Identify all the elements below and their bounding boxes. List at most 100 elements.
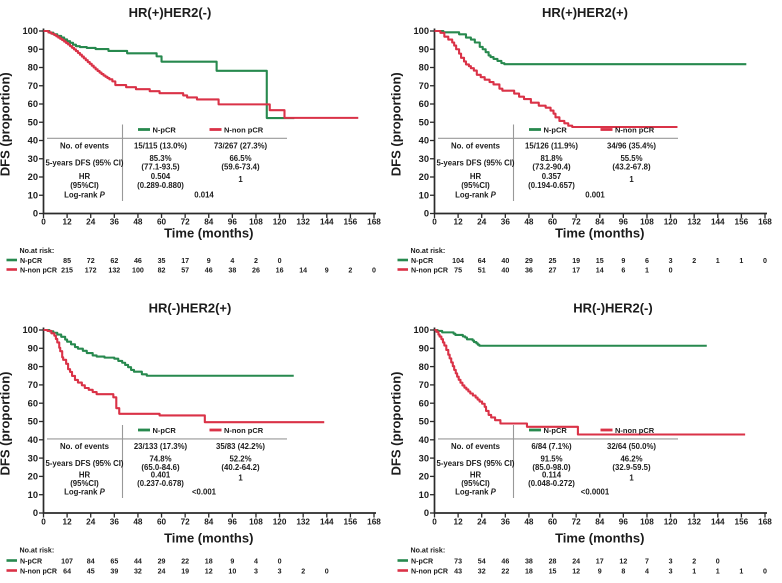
stats-dfs-nonpcr-ci: (43.2-67.8) [612,163,651,172]
stats-dfs-pcr-ci: (73.2-90.4) [532,163,571,172]
x-tick-label: 36 [501,518,511,527]
risk-nonpcr-count: 3 [669,568,673,576]
x-tick-label: 12 [63,518,73,527]
stats-logrank-value: 0.014 [194,191,214,200]
stats-hr-pcr: 0.504 [151,172,171,181]
y-tick-label: 90 [28,44,38,54]
risk-pcr-count: 2 [254,257,258,265]
x-tick-label: 12 [63,218,73,227]
y-tick-label: 50 [28,417,38,427]
x-axis-label: Time (months) [164,226,253,241]
stats-hr-pcr-ci: (0.194-0.657) [528,181,575,190]
risk-pcr-count: 25 [549,257,557,265]
y-tick-label: 60 [28,99,38,109]
x-tick-label: 168 [758,218,772,227]
y-tick-label: 20 [419,172,429,182]
risk-nonpcr-count: 32 [478,568,486,576]
y-tick-label: 0 [33,209,38,219]
risk-pcr-count: 12 [619,558,627,566]
x-tick-label: 132 [687,518,701,527]
risk-pcr-count: 17 [181,257,189,265]
y-tick-label: 40 [419,435,429,445]
y-tick-label: 100 [22,26,38,36]
risk-pcr-count: 22 [181,558,189,566]
stats-label-logrank: Log-rank P [455,488,497,497]
y-tick-label: 50 [419,117,429,127]
stats-dfs-nonpcr: 55.5% [620,154,642,163]
curve-pcr [434,328,707,347]
stats-events-nonpcr: 34/96 (35.4%) [607,142,656,151]
y-tick-label: 0 [424,209,429,219]
y-tick-label: 100 [413,325,429,335]
risk-nonpcr-count: 1 [739,568,743,576]
stats-dfs-nonpcr-ci: (32.9-59.5) [612,463,651,472]
stats-events-pcr: 23/133 (17.3%) [134,442,188,451]
y-tick-label: 70 [28,81,38,91]
risk-pcr-label: N-pCR [411,257,433,265]
stats-hr-nonpcr: 1 [629,474,634,483]
x-tick-label: 24 [477,218,487,227]
risk-nonpcr-count: 51 [478,267,486,275]
y-tick-label: 0 [424,508,429,518]
x-tick-label: 156 [735,518,749,527]
y-tick-label: 10 [28,190,38,200]
risk-pcr-count: 1 [716,257,720,265]
x-tick-label: 108 [249,518,263,527]
y-tick-label: 70 [419,380,429,390]
risk-nonpcr-count: 27 [549,267,557,275]
risk-nonpcr-count: 16 [276,267,284,275]
stats-dfs-nonpcr: 66.5% [229,154,251,163]
risk-nonpcr-label: N-non pCR [411,568,448,576]
y-tick-label: 30 [28,453,38,463]
x-tick-label: 144 [320,218,334,227]
risk-nonpcr-count: 17 [572,267,580,275]
risk-nonpcr-count: 57 [181,267,189,275]
risk-pcr-count: 0 [278,558,282,566]
x-tick-label: 72 [572,218,582,227]
stats-label-events: No. of events [451,142,501,151]
risk-pcr-count: 17 [596,558,604,566]
stats-dfs-nonpcr: 52.2% [229,455,251,464]
stats-label-hr: HR [470,471,482,480]
risk-nonpcr-count: 32 [134,568,142,576]
risk-nonpcr-count: 4 [645,568,649,576]
risk-nonpcr-count: 9 [325,267,329,275]
risk-nonpcr-count: 172 [85,267,97,275]
y-tick-label: 30 [419,154,429,164]
x-tick-label: 156 [344,518,358,527]
y-axis-label: DFS (proportion) [0,72,13,176]
risk-nonpcr-count: 10 [228,568,236,576]
risk-pcr-count: 38 [525,558,533,566]
risk-pcr-count: 65 [110,558,118,566]
legend-nonpcr-label: N-non pCR [224,126,264,135]
risk-nonpcr-count: 14 [299,267,307,275]
risk-pcr-count: 4 [230,257,234,265]
y-tick-label: 80 [419,63,429,73]
risk-nonpcr-label: N-non pCR [20,568,57,576]
risk-pcr-count: 85 [63,257,71,265]
x-tick-label: 120 [273,518,287,527]
x-tick-label: 132 [687,218,701,227]
y-tick-label: 70 [28,380,38,390]
stats-label-hr: HR [79,172,91,181]
risk-nonpcr-count: 2 [348,267,352,275]
risk-nonpcr-count: 1 [645,267,649,275]
y-tick-label: 40 [28,136,38,146]
risk-nonpcr-count: 1 [692,568,696,576]
stats-label-dfs: 5-years DFS (95% CI) [437,459,515,468]
stats-label-dfs: 5-years DFS (95% CI) [46,459,124,468]
risk-nonpcr-count: 0 [325,568,329,576]
y-tick-label: 90 [419,344,429,354]
stats-logrank-value: <0.0001 [581,488,610,497]
stats-label-hr-ci: (95%CI) [70,181,99,190]
x-tick-label: 168 [367,518,381,527]
risk-pcr-count: 0 [278,257,282,265]
stats-label-events: No. of events [60,442,110,451]
x-tick-label: 132 [296,218,310,227]
risk-pcr-count: 64 [478,257,486,265]
x-tick-label: 96 [228,518,238,527]
x-tick-label: 168 [367,218,381,227]
x-tick-label: 144 [711,218,725,227]
y-tick-label: 90 [419,44,429,54]
